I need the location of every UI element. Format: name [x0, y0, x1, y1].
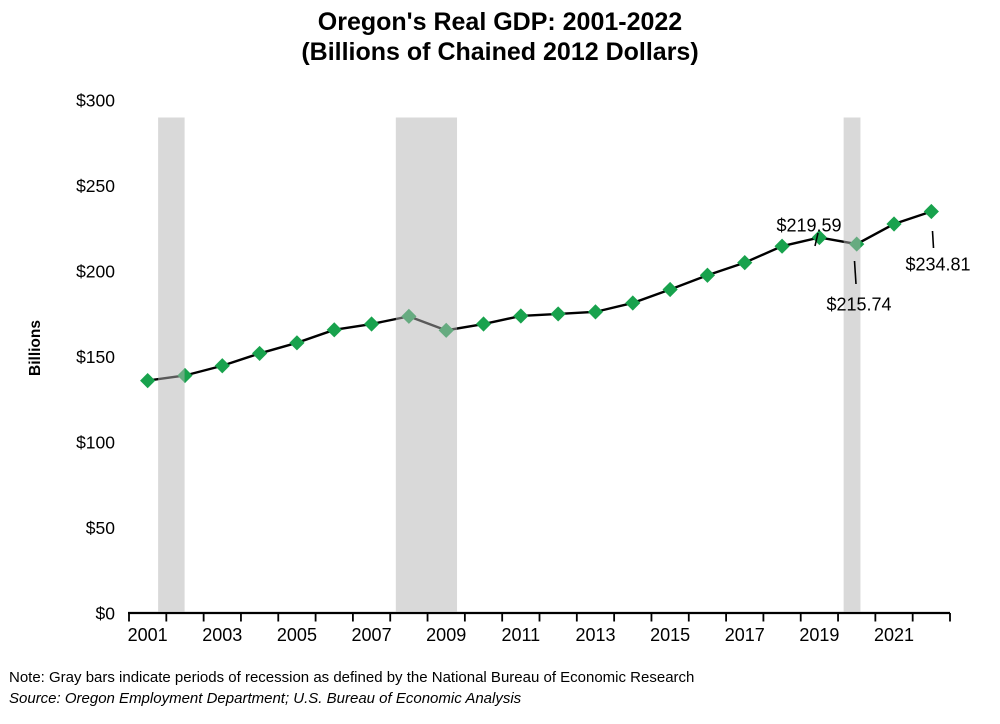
x-tick-label-2005: 2005 — [277, 625, 317, 645]
y-tick-label-50: $50 — [86, 518, 115, 538]
data-point-2014 — [625, 295, 641, 311]
data-point-2016 — [699, 267, 716, 283]
y-axis-title: Billions — [27, 320, 44, 376]
annotation-leader-2022 — [931, 230, 935, 249]
x-tick-label-2015: 2015 — [650, 625, 690, 645]
recession-band-2019.65 — [843, 117, 861, 612]
x-tick-label-2003: 2003 — [202, 625, 242, 645]
chart-title-line1: Oregon's Real GDP: 2001-2022 — [317, 8, 683, 36]
data-point-2018 — [774, 238, 790, 254]
data-point-2017 — [737, 255, 753, 271]
x-tick-label-2019: 2019 — [799, 625, 839, 645]
x-tick-label-2001: 2001 — [128, 625, 168, 645]
annotation-label-2020: $215.74 — [826, 295, 891, 315]
gdp-line-series — [147, 210, 932, 382]
data-point-2011 — [513, 308, 529, 324]
data-point-2003 — [214, 358, 230, 374]
x-tick-label-2009: 2009 — [426, 625, 466, 645]
source-text: Source: Oregon Employment Department; U.… — [9, 689, 522, 707]
y-tick-label-200: $200 — [76, 262, 115, 282]
data-point-2022 — [923, 203, 939, 220]
y-tick-label-250: $250 — [76, 176, 115, 196]
chart-title: Oregon's Real GDP: 2001-2022 (Billions o… — [0, 7, 1000, 67]
recession-band-2007.65 — [395, 117, 458, 612]
annotation-leader-2019 — [814, 232, 819, 247]
data-point-2013 — [587, 304, 604, 320]
note-text: Note: Gray bars indicate periods of rece… — [9, 669, 695, 686]
x-tick-label-2021: 2021 — [874, 625, 914, 645]
x-tick-label-2007: 2007 — [352, 625, 392, 645]
data-point-2001 — [140, 373, 156, 389]
data-point-2010 — [475, 316, 492, 332]
data-point-2006 — [326, 322, 342, 338]
annotation-label-2019: $219.59 — [776, 216, 841, 236]
y-tick-label-0: $0 — [96, 604, 116, 624]
x-tick-label-2013: 2013 — [575, 625, 615, 645]
recession-band-2001.28 — [158, 117, 185, 612]
data-point-2021 — [886, 216, 902, 232]
annotation-leader-2020 — [853, 260, 857, 285]
data-point-2004 — [252, 345, 268, 362]
chart-title-line2: (Billions of Chained 2012 Dollars) — [301, 38, 699, 66]
data-point-2007 — [363, 316, 380, 332]
data-point-2015 — [662, 281, 678, 298]
data-point-2005 — [289, 335, 305, 351]
x-tick-label-2017: 2017 — [725, 625, 765, 645]
chart-footnotes: Note: Gray bars indicate periods of rece… — [9, 668, 694, 709]
data-point-2012 — [550, 306, 566, 322]
y-tick-label-100: $100 — [76, 433, 115, 453]
x-tick-label-2011: 2011 — [501, 625, 540, 645]
y-tick-label-300: $300 — [76, 91, 115, 111]
y-tick-label-150: $150 — [76, 347, 115, 367]
annotation-label-2022: $234.81 — [905, 255, 970, 275]
